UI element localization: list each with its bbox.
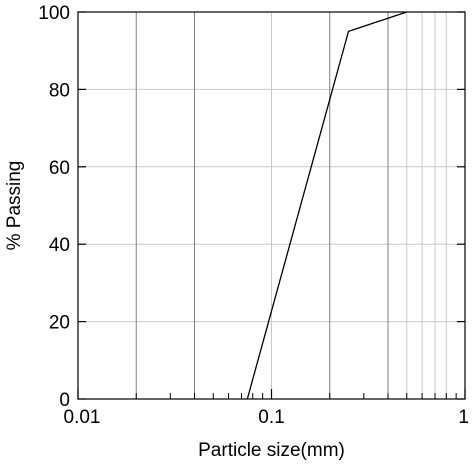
y-tick-label-1: 20: [49, 313, 70, 334]
y-tick-label-3: 60: [49, 158, 70, 179]
y-tick-label-5: 100: [38, 3, 70, 24]
grid-layer: [78, 12, 465, 399]
x-axis-title: Particle size(mm): [198, 440, 345, 461]
x-tick-label-0: 0.01: [64, 407, 101, 428]
x-axis-ticks: 0.01 0.1 1: [64, 389, 469, 428]
x-tick-label-2: 1: [458, 407, 469, 428]
series-line-0: [246, 11, 407, 400]
x-tick-label-1: 0.1: [258, 407, 284, 428]
y-axis-ticks: 0 20 40 60 80 100: [38, 3, 465, 411]
series-layer: [246, 11, 407, 400]
y-tick-label-0: 0: [59, 390, 70, 411]
y-tick-label-4: 80: [49, 80, 70, 101]
y-axis-title: % Passing: [4, 161, 25, 251]
y-tick-label-2: 40: [49, 235, 70, 256]
minor-ticks: [135, 393, 457, 399]
